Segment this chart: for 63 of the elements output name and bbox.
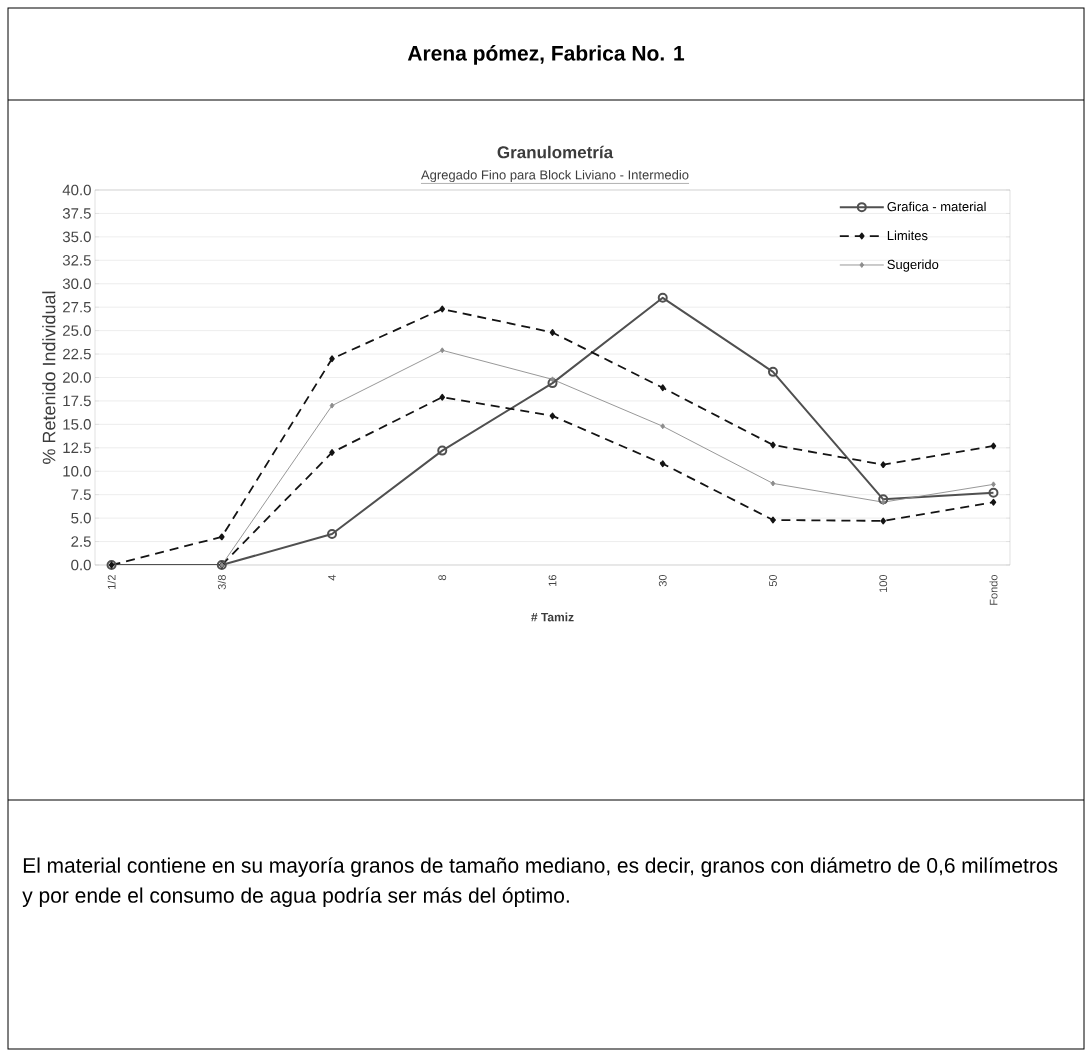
point	[880, 499, 886, 506]
x-tick-label: 30	[658, 574, 667, 587]
point	[990, 498, 997, 506]
y-tick-label: 17.5	[63, 395, 91, 407]
text: El material contiene en su mayoría granos de tamaño mediano, es decir, granos con diámetro de 0,6 milímetros y por ende el consumo de agua podría ser más del óptimo.	[22, 857, 1058, 908]
point	[549, 329, 556, 336]
point	[329, 355, 335, 363]
x-tick-label: 8	[438, 575, 447, 581]
y-tick-label: 0.0	[71, 559, 91, 571]
point	[550, 376, 555, 383]
y-tick-label: 7.5	[71, 489, 91, 500]
point	[547, 378, 558, 389]
y-tick-label: 2.5	[71, 536, 91, 547]
legend-label: Limites	[887, 230, 928, 241]
point	[439, 347, 445, 354]
chart-subtitle: Agregado Fino para Block Liviano - Intermedio	[420, 169, 689, 183]
x-tick-label: 1/2	[107, 575, 116, 589]
point	[549, 412, 556, 420]
y-tick-label: 35.0	[62, 231, 91, 243]
point	[770, 480, 776, 487]
point	[327, 529, 338, 540]
y-tick-label: 37.5	[62, 208, 91, 219]
y-tick-label: 40.0	[62, 184, 91, 196]
point	[880, 461, 886, 469]
x-tick-label: 3/8	[217, 575, 226, 590]
legend-label: Grafica - material	[887, 201, 986, 212]
point	[660, 423, 666, 430]
point	[991, 481, 996, 488]
y-tick-label: 22.5	[63, 348, 91, 360]
legend-label: Sugerido	[887, 259, 939, 272]
point	[329, 402, 335, 409]
point	[219, 533, 225, 541]
text: Arena pómez, Fabrica No. 1	[407, 45, 685, 65]
x-tick-label: 4	[328, 574, 336, 581]
point	[767, 366, 778, 377]
y-tick-label: 12.5	[63, 442, 91, 454]
point	[770, 516, 776, 524]
point	[878, 494, 889, 505]
point	[439, 393, 446, 401]
point	[659, 384, 666, 392]
y-tick-label: 25.0	[63, 325, 91, 336]
point	[329, 449, 335, 456]
point	[990, 442, 997, 450]
y-tick-label: 20.0	[63, 372, 91, 383]
x-axis-title: # Tamiz	[531, 612, 574, 622]
x-tick-label: Fondo	[989, 574, 998, 605]
point	[437, 445, 448, 456]
chart-title: Granulometría	[497, 145, 614, 159]
y-tick-label: 32.5	[62, 254, 91, 266]
x-tick-label: 100	[879, 574, 888, 593]
x-tick-label: 50	[769, 574, 777, 587]
point	[659, 460, 666, 468]
y-axis-title: % Retenido Individual	[42, 291, 56, 464]
point	[770, 441, 776, 449]
y-tick-label: 15.0	[63, 419, 91, 430]
y-tick-label: 30.0	[62, 278, 91, 290]
y-tick-label: 10.0	[63, 465, 91, 477]
y-tick-label: 27.5	[63, 301, 91, 313]
point	[439, 305, 446, 313]
point	[880, 517, 886, 525]
y-tick-label: 5.0	[71, 512, 91, 524]
x-tick-label: 16	[548, 575, 557, 586]
point	[657, 292, 668, 303]
